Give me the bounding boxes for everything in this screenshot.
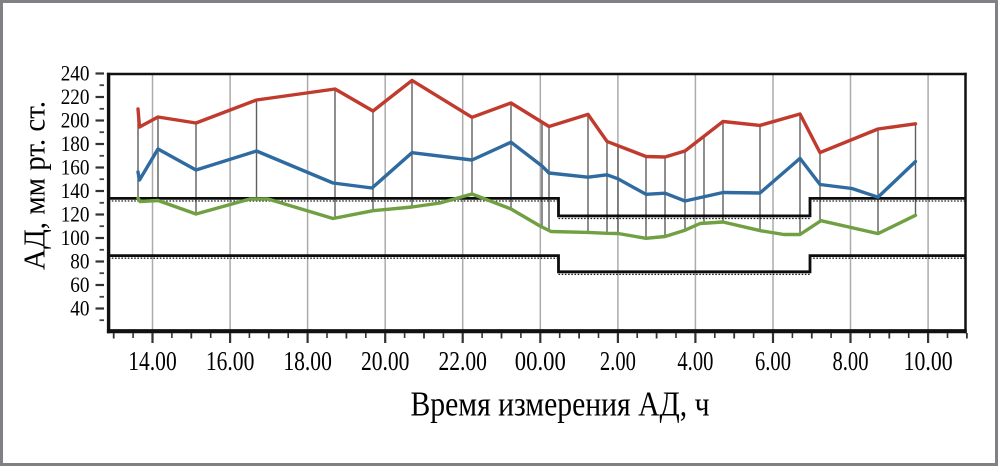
svg-text:200: 200 xyxy=(60,107,89,132)
svg-text:120: 120 xyxy=(60,201,89,226)
svg-text:180: 180 xyxy=(60,131,89,156)
svg-text:10.00: 10.00 xyxy=(903,346,952,377)
svg-text:160: 160 xyxy=(60,154,89,179)
svg-text:60: 60 xyxy=(70,272,89,297)
svg-text:40: 40 xyxy=(70,295,89,320)
svg-text:2.00: 2.00 xyxy=(599,346,635,377)
svg-text:Время измерения АД, ч: Время измерения АД, ч xyxy=(410,384,709,423)
svg-text:АД, мм рт. ст.: АД, мм рт. ст. xyxy=(17,101,51,270)
svg-text:4.00: 4.00 xyxy=(677,346,713,377)
svg-text:100: 100 xyxy=(60,225,89,250)
svg-text:8.00: 8.00 xyxy=(832,346,868,377)
svg-text:20.00: 20.00 xyxy=(360,346,409,377)
svg-text:80: 80 xyxy=(70,248,89,273)
svg-text:140: 140 xyxy=(60,178,89,203)
svg-text:16.00: 16.00 xyxy=(205,346,254,377)
svg-text:14.00: 14.00 xyxy=(128,346,176,377)
svg-text:220: 220 xyxy=(60,84,89,109)
svg-text:22.00: 22.00 xyxy=(438,346,487,377)
svg-text:18.00: 18.00 xyxy=(283,346,332,377)
svg-text:6.00: 6.00 xyxy=(755,346,791,377)
svg-text:00.00: 00.00 xyxy=(514,346,565,377)
svg-text:240: 240 xyxy=(60,60,89,85)
